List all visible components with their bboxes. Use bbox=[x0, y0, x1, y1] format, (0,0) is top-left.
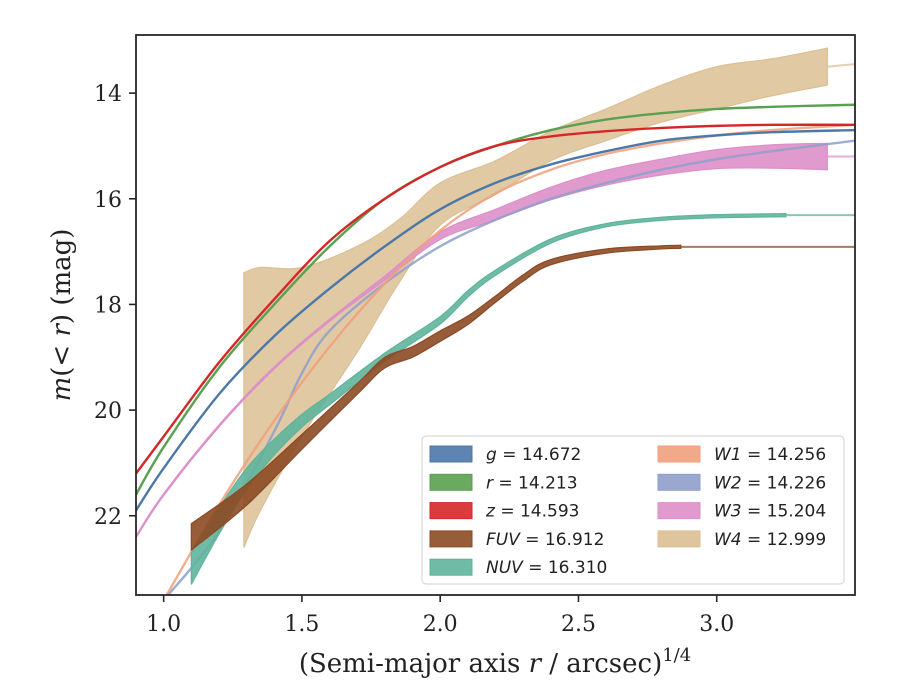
x-tick-label: 1.0 bbox=[146, 612, 181, 637]
series-layer bbox=[136, 47, 855, 595]
y-axis: 14 16 18 20 22 bbox=[94, 82, 136, 530]
legend-swatch-g bbox=[429, 445, 473, 463]
series-tail-w4 bbox=[827, 63, 855, 68]
series-line-w2 bbox=[166, 139, 855, 595]
legend-swatch-r bbox=[429, 473, 473, 491]
legend-label-g: g = 14.672 bbox=[486, 445, 581, 465]
legend-swatch-fuv bbox=[429, 530, 473, 548]
y-tick-label: 16 bbox=[94, 188, 122, 213]
legend-label-z: z = 14.593 bbox=[485, 502, 579, 522]
x-axis-title: (Semi-major axis r / arcsec)1/4 bbox=[299, 645, 691, 679]
legend-swatch-w1 bbox=[657, 445, 701, 463]
series-line-z bbox=[136, 123, 855, 475]
x-axis: 1.0 1.5 2.0 2.5 3.0 bbox=[146, 595, 734, 637]
x-tick-label: 1.5 bbox=[284, 612, 319, 637]
series-band-fuv bbox=[190, 244, 682, 552]
series-band-nuv bbox=[190, 212, 787, 585]
legend-swatch-w4 bbox=[657, 530, 701, 548]
x-tick-label: 2.5 bbox=[561, 612, 596, 637]
legend-label-nuv: NUV = 16.310 bbox=[486, 558, 607, 578]
legend-swatch-w3 bbox=[657, 502, 701, 520]
plot-frame bbox=[135, 34, 856, 596]
series-band-w3 bbox=[136, 142, 828, 540]
legend-label-r: r = 14.213 bbox=[486, 473, 578, 493]
legend-label-w1: W1 = 14.256 bbox=[714, 445, 826, 465]
y-tick-label: 20 bbox=[94, 399, 122, 424]
y-tick-label: 14 bbox=[94, 82, 122, 107]
legend-swatch-z bbox=[429, 502, 473, 520]
y-tick-label: 18 bbox=[94, 293, 122, 318]
legend-label-w4: W4 = 12.999 bbox=[714, 530, 826, 550]
legend-label-w2: W2 = 14.226 bbox=[714, 473, 826, 493]
y-tick-label: 22 bbox=[94, 505, 122, 530]
x-tick-label: 3.0 bbox=[699, 612, 734, 637]
x-tick-label: 2.0 bbox=[423, 612, 458, 637]
y-axis-title: m(< r) (mag) bbox=[47, 229, 77, 402]
legend-swatch-nuv bbox=[429, 558, 473, 576]
legend-box bbox=[421, 435, 845, 585]
legend-label-w3: W3 = 15.204 bbox=[714, 502, 826, 522]
legend-swatch-w2 bbox=[657, 473, 701, 491]
legend: g = 14.672 r = 14.213 z = 14.593 FUV = 16.9… bbox=[421, 435, 845, 585]
series-line-g bbox=[136, 128, 855, 512]
legend-label-fuv: FUV = 16.912 bbox=[486, 530, 604, 550]
